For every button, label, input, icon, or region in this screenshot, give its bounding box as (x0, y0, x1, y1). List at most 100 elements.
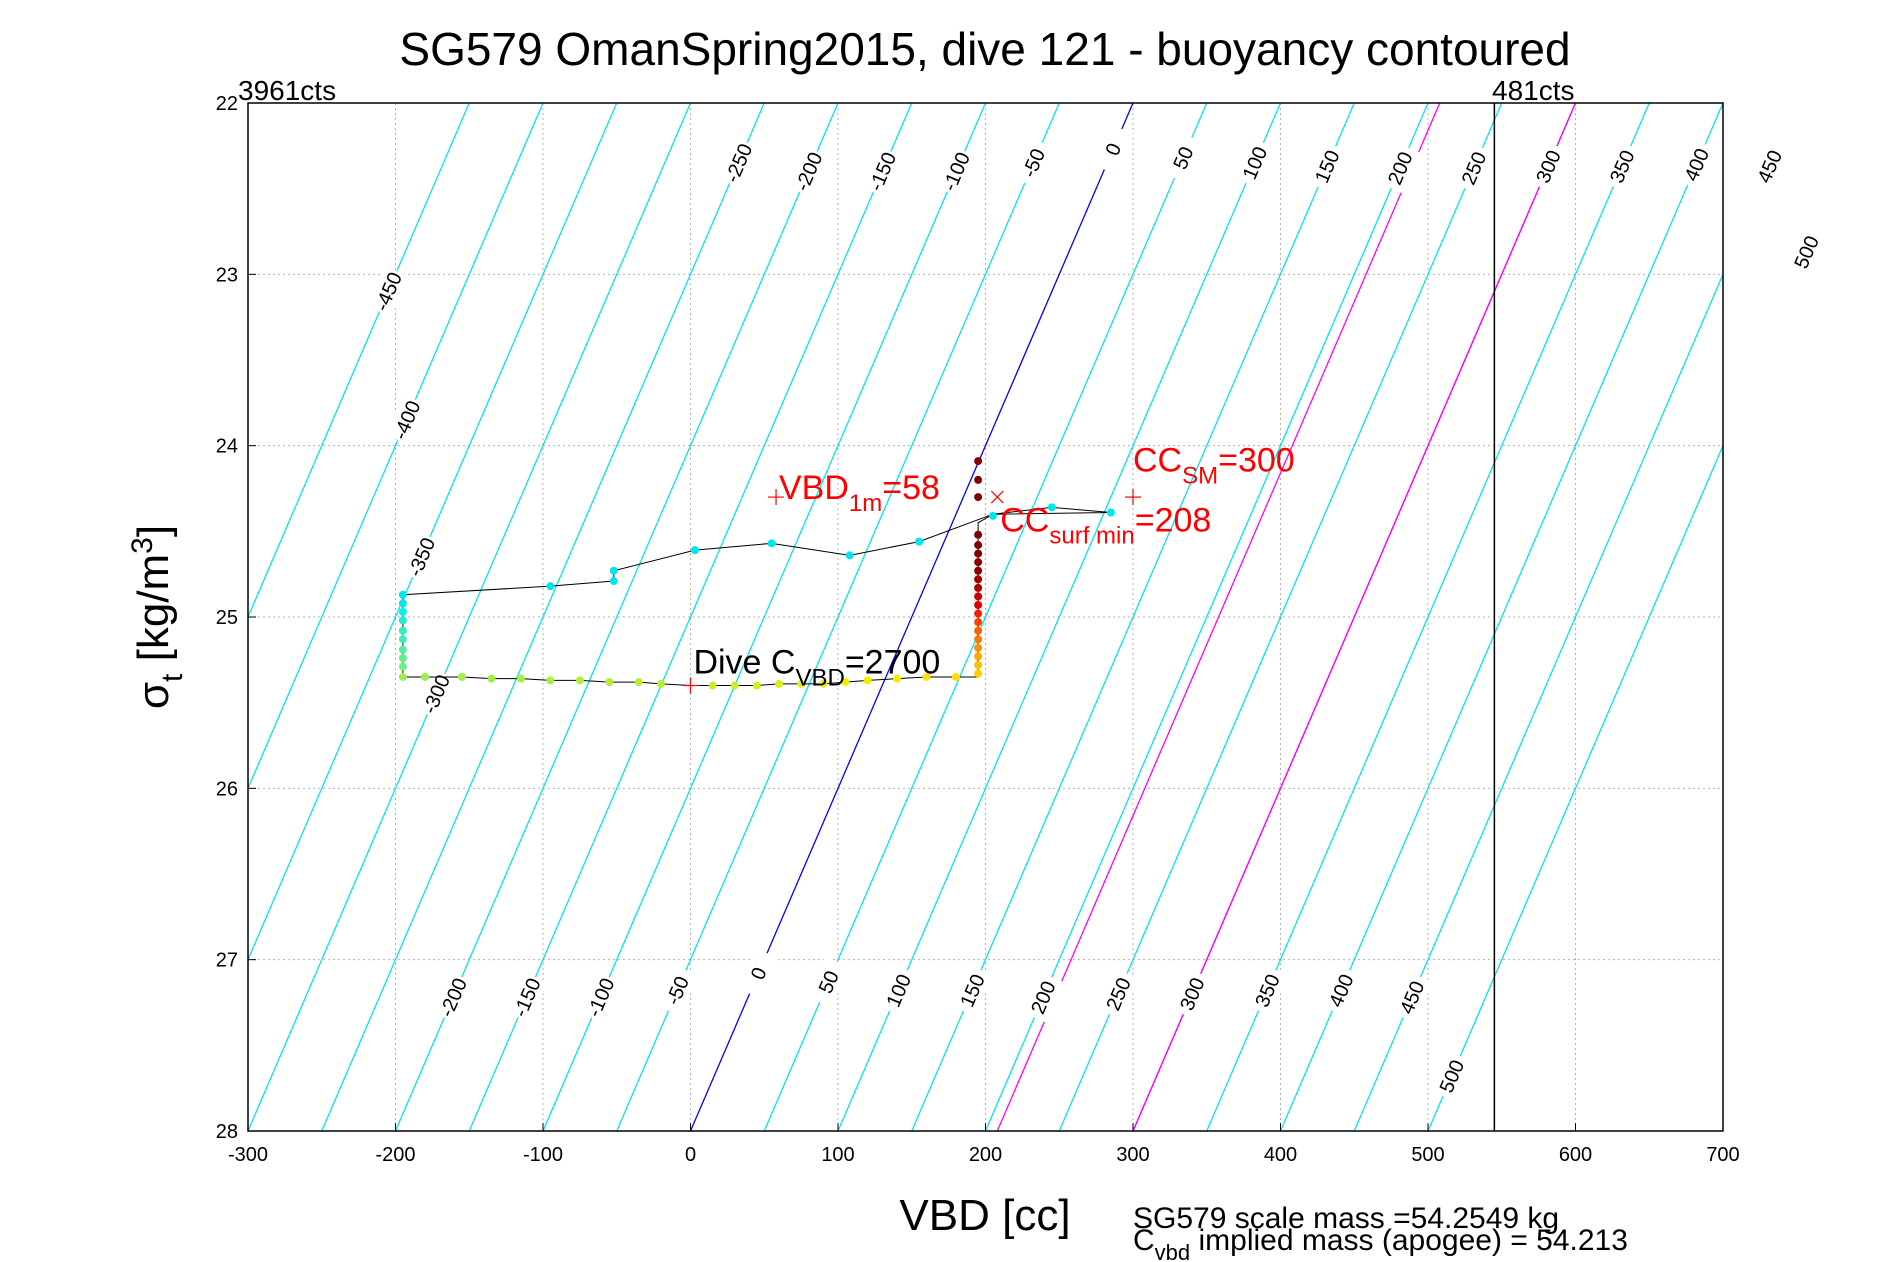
data-point (516, 674, 525, 683)
data-point (546, 676, 555, 685)
x-axis-ticks: -300 -200 -100 0 100 200 300 400 500 600 700 (228, 1123, 1740, 1166)
contour-label-bg (1097, 968, 1139, 1020)
data-point (398, 672, 407, 681)
x-tick-label: -100 (523, 1144, 563, 1166)
data-point (974, 592, 983, 601)
chart-title: SG579 OmanSpring2015, dive 121 - buoyanc… (399, 23, 1570, 75)
x-tick-label: 0 (685, 1144, 696, 1166)
annotation-rest: =300 (1218, 441, 1295, 479)
footer-implied-rest: implied mass (apogee) = 54.213 (1190, 1224, 1628, 1257)
data-point (974, 609, 983, 618)
data-point (609, 566, 618, 575)
y-axis-label-symbol: σ (129, 682, 178, 709)
data-point (398, 654, 407, 663)
data-point (752, 681, 761, 690)
contour-label-bg (1092, 123, 1134, 175)
contour-label-bg (506, 972, 548, 1023)
data-point (398, 662, 407, 671)
contour-label-bg (737, 948, 779, 999)
marker-x-b (990, 490, 1004, 504)
data-point (974, 566, 983, 575)
data-point (708, 681, 717, 690)
data-point (398, 607, 407, 616)
contour-label-bg (400, 531, 442, 583)
contour-label-bg (1453, 142, 1495, 194)
data-point (974, 583, 983, 592)
x-tick-label: 400 (1264, 1144, 1297, 1166)
contour-label-bg (656, 965, 698, 1016)
x-tick-label: 300 (1116, 1144, 1149, 1166)
data-point (421, 672, 429, 681)
data-point (767, 539, 776, 548)
corner-label-left: 3961cts (238, 75, 336, 106)
data-point (730, 681, 739, 690)
y-tick-label: 24 (216, 436, 238, 458)
annotation-main: Dive C (693, 644, 795, 682)
contour-line (542, 103, 987, 1131)
contour-line (1058, 103, 1503, 1131)
contour-line (837, 103, 1282, 1131)
contour-label-bg (579, 972, 622, 1023)
annotation-sub: surf min (1049, 522, 1134, 549)
data-point (487, 674, 496, 683)
data-point (775, 679, 783, 688)
data-point (974, 549, 983, 558)
y-axis-ticks: 22 23 24 25 26 27 28 (216, 93, 256, 1143)
annotation-main: VBD (779, 469, 849, 507)
x-tick-label: 200 (969, 1144, 1002, 1166)
x-tick-label: 600 (1559, 1144, 1592, 1166)
contour-label-bg (1162, 132, 1204, 184)
data-point (974, 541, 983, 550)
y-axis-label-sub: t (156, 673, 189, 682)
contour-line (248, 103, 544, 790)
data-point (974, 530, 983, 539)
annotation-sub: 1m (849, 490, 882, 517)
contour-label-bg (787, 146, 830, 197)
footer-scale-mass: SG579 scale mass =54.2549 kg (1133, 1202, 1559, 1235)
contour-line (394, 103, 839, 1131)
contour-label-bg (1391, 972, 1433, 1023)
annotation-rest: =2700 (845, 644, 941, 682)
contour-label-bg (1527, 141, 1569, 192)
data-point (863, 676, 872, 685)
contour-line (1279, 103, 1723, 1131)
x-axis-label: VBD [cc] (899, 1191, 1070, 1240)
data-point (974, 475, 983, 484)
data-point (575, 676, 584, 685)
contour-label-bg (1246, 965, 1288, 1016)
contour-label-bg (1306, 141, 1348, 192)
contour-label-bg (415, 668, 457, 720)
contour-line (1427, 444, 1723, 1131)
contour-labels: -250 -200 -150 -100 -50 0 50 100 150 200 250 300 350… (367, 123, 1827, 1102)
y-tick-label: 27 (216, 950, 238, 972)
data-point (398, 645, 407, 654)
x-tick-label: 700 (1706, 1144, 1739, 1166)
data-point (1047, 503, 1056, 512)
contour-label-bg (935, 146, 977, 197)
contour-label-bg (1234, 137, 1276, 189)
y-tick-label: 26 (216, 778, 238, 800)
data-point (974, 660, 983, 669)
contour-line (763, 103, 1208, 1131)
annotation-sub: SM (1182, 462, 1218, 489)
data-point (1106, 508, 1115, 517)
contour-label-bg (1601, 141, 1643, 192)
contour-line (1206, 103, 1650, 1131)
data-point (690, 546, 699, 555)
contour-line (248, 103, 618, 962)
data-point (952, 672, 960, 681)
data-point (974, 558, 983, 567)
y-tick-label: 23 (216, 264, 238, 286)
data-point (819, 679, 828, 688)
corner-label-right: 481cts (1492, 75, 1575, 106)
data-point (634, 678, 643, 687)
contour-label-bg (432, 972, 474, 1023)
contour-label-bg (1785, 226, 1827, 278)
contour-line (911, 103, 1355, 1131)
footer-implied-mass: Cvbd implied mass (apogee) = 54.213 (1133, 1224, 1628, 1262)
data-point (605, 678, 614, 687)
x-tick-label: 100 (821, 1144, 854, 1166)
footer-implied-sub: vbd (1155, 1240, 1190, 1262)
